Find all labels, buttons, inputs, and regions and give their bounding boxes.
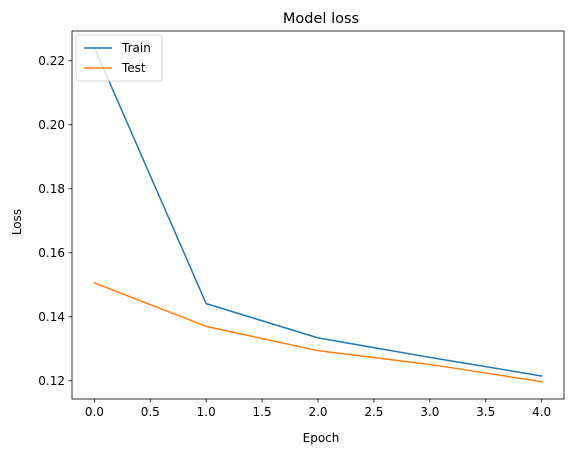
y-tick-label: 0.16 — [38, 246, 65, 260]
series-lines — [93, 46, 543, 383]
x-tick-label: 3.0 — [420, 405, 439, 419]
x-tick-label: 2.5 — [364, 405, 383, 419]
legend-box — [75, 34, 163, 82]
y-tick-label: 0.12 — [38, 374, 65, 388]
x-tick-label: 3.5 — [476, 405, 495, 419]
x-tick-label: 4.0 — [532, 405, 551, 419]
series-line-train — [93, 46, 543, 377]
y-tick-label: 0.18 — [38, 182, 65, 196]
y-axis-label: Loss — [10, 209, 24, 235]
chart-title: Model loss — [283, 11, 359, 27]
legend-label-train: Train — [121, 41, 151, 55]
y-tick-label: 0.22 — [38, 54, 65, 68]
x-axis-ticks: 0.0 0.5 1.0 1.5 2.0 2.5 3.0 3.5 4.0 — [85, 399, 551, 419]
legend-label-test: Test — [121, 61, 146, 75]
x-axis-label: Epoch — [303, 431, 340, 445]
x-tick-label: 1.0 — [197, 405, 216, 419]
x-tick-label: 0.5 — [141, 405, 160, 419]
series-line-test — [93, 281, 543, 383]
x-tick-label: 0.0 — [85, 405, 104, 419]
x-tick-label: 2.0 — [308, 405, 327, 419]
plot-frame — [71, 30, 565, 400]
y-tick-label: 0.20 — [38, 118, 65, 132]
plot-area — [71, 30, 565, 400]
legend: Train Test — [75, 34, 163, 82]
y-tick-label: 0.14 — [38, 310, 65, 324]
x-tick-label: 1.5 — [253, 405, 272, 419]
y-axis-ticks: 0.12 0.14 0.16 0.18 0.20 0.22 — [38, 54, 72, 388]
